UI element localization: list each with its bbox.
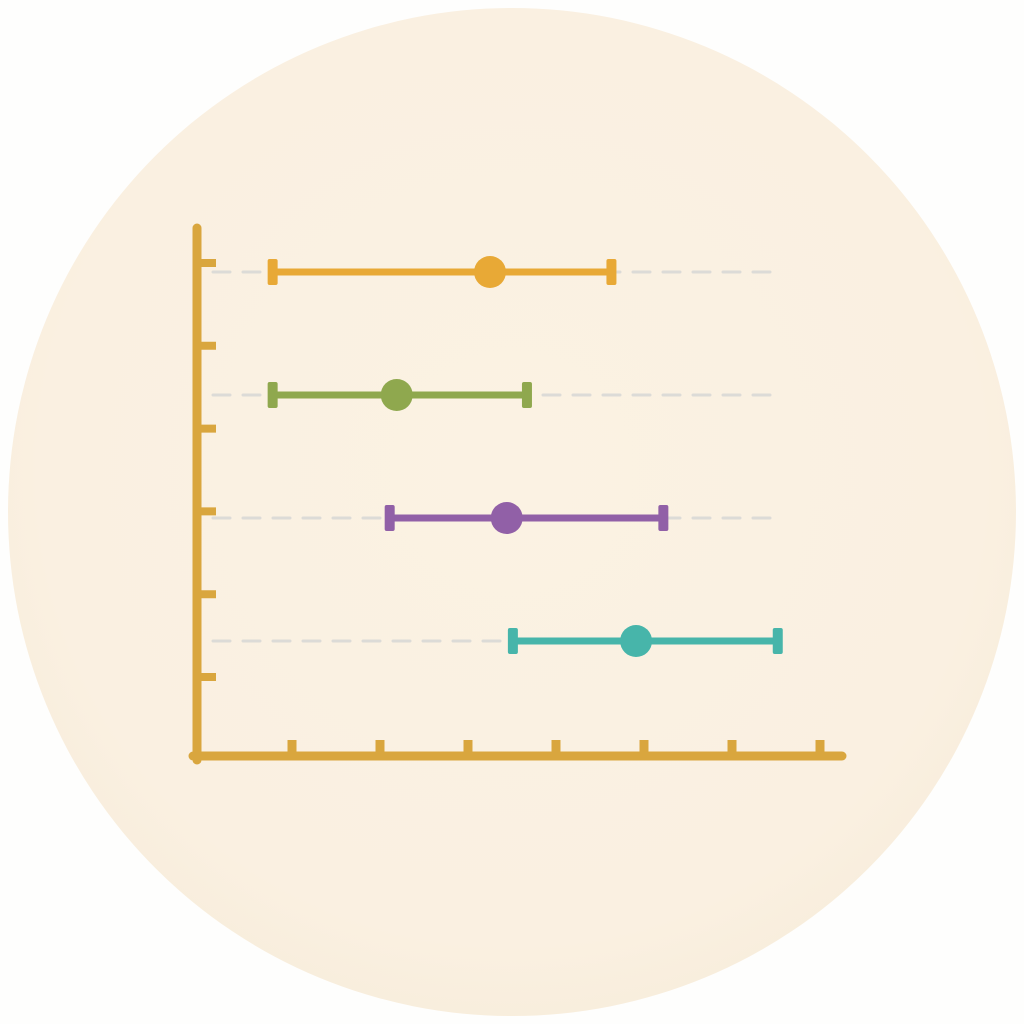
- whisker-cap-low-3: [384, 505, 395, 531]
- center-point-2: [380, 379, 413, 411]
- whisker-cap-high-2: [521, 382, 532, 408]
- whisker-cap-high-4: [772, 628, 783, 654]
- error-bar-series-2: [267, 379, 532, 411]
- whisker-cap-low-2: [267, 382, 278, 408]
- series-layer: [267, 256, 783, 657]
- error-bar-series-4: [507, 625, 783, 657]
- whisker-cap-low-4: [507, 628, 518, 654]
- whisker-cap-high-1: [606, 259, 617, 285]
- center-point-3: [490, 502, 523, 534]
- center-point-4: [620, 625, 653, 657]
- error-bar-series-3: [384, 502, 669, 534]
- whisker-cap-low-1: [267, 259, 278, 285]
- center-point-1: [474, 256, 506, 288]
- axes-layer: [188, 223, 847, 765]
- whisker-cap-high-3: [658, 505, 669, 531]
- error-bar-series-1: [267, 256, 617, 288]
